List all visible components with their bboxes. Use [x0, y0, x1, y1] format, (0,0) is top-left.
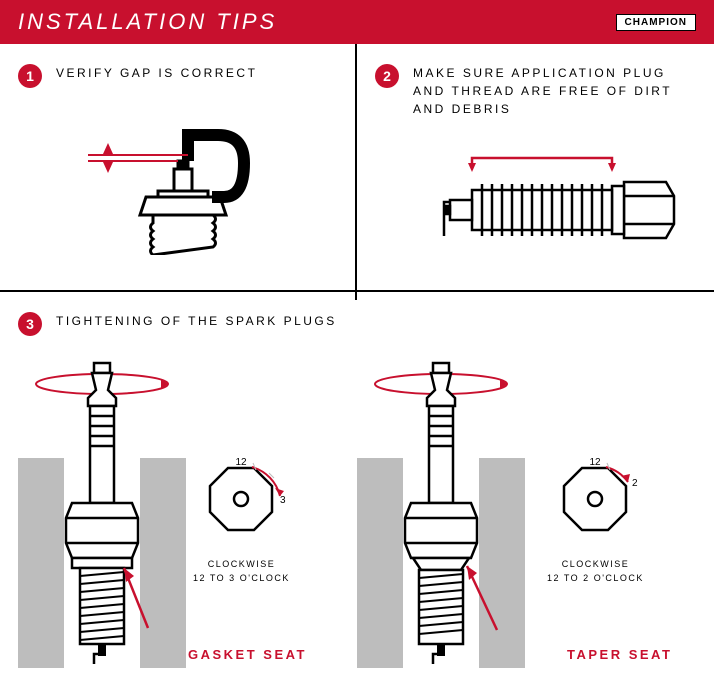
step-row: 1 Verify gap is correct — [18, 64, 337, 88]
gasket-panel: 12 3 CLOCKWISE 12 TO 3 O'CLOCK GASKET SE… — [18, 348, 357, 668]
taper-plug-svg — [357, 358, 527, 668]
brand-badge: CHAMPION — [616, 14, 696, 31]
clock-octagon-icon: 12 2 — [550, 458, 640, 548]
clock-12-label: 12 — [236, 458, 248, 468]
step-row: 3 Tightening of the spark plugs — [18, 312, 696, 336]
gap-diagram — [18, 100, 337, 260]
step-title: Verify gap is correct — [56, 64, 257, 82]
clock-gasket: 12 3 CLOCKWISE 12 TO 3 O'CLOCK — [193, 458, 290, 585]
page-title: INSTALLATION TIPS — [18, 9, 277, 35]
thread-diagram — [375, 130, 696, 290]
step-number-badge: 2 — [375, 64, 399, 88]
gap-svg — [58, 105, 298, 255]
header-bar: INSTALLATION TIPS CHAMPION — [0, 0, 714, 44]
step-3-panel: 3 Tightening of the spark plugs — [0, 292, 714, 678]
step-2-panel: 2 Make sure application plug and thread … — [357, 44, 714, 300]
thread-svg — [386, 140, 686, 280]
step-row: 2 Make sure application plug and thread … — [375, 64, 696, 118]
clock-instruction: CLOCKWISE 12 TO 2 O'CLOCK — [547, 558, 644, 585]
clock-side-label: 2 — [632, 478, 638, 489]
clock-side-label: 3 — [280, 495, 286, 506]
step-number-badge: 1 — [18, 64, 42, 88]
clock-taper: 12 2 CLOCKWISE 12 TO 2 O'CLOCK — [547, 458, 644, 585]
clock-12-label: 12 — [590, 458, 602, 468]
gasket-seat-label: GASKET SEAT — [188, 647, 307, 662]
step-title: Make sure application plug and thread ar… — [413, 64, 696, 118]
taper-seat-label: TAPER SEAT — [567, 647, 672, 662]
clock-instruction: CLOCKWISE 12 TO 3 O'CLOCK — [193, 558, 290, 585]
top-grid: 1 Verify gap is correct — [0, 44, 714, 292]
step-title: Tightening of the spark plugs — [56, 312, 337, 330]
clock-octagon-icon: 12 3 — [196, 458, 286, 548]
step-1-panel: 1 Verify gap is correct — [0, 44, 357, 300]
step-number-badge: 3 — [18, 312, 42, 336]
gasket-plug-svg — [18, 358, 188, 668]
tightening-grid: 12 3 CLOCKWISE 12 TO 3 O'CLOCK GASKET SE… — [18, 348, 696, 668]
taper-panel: 12 2 CLOCKWISE 12 TO 2 O'CLOCK TAPER SEA… — [357, 348, 696, 668]
